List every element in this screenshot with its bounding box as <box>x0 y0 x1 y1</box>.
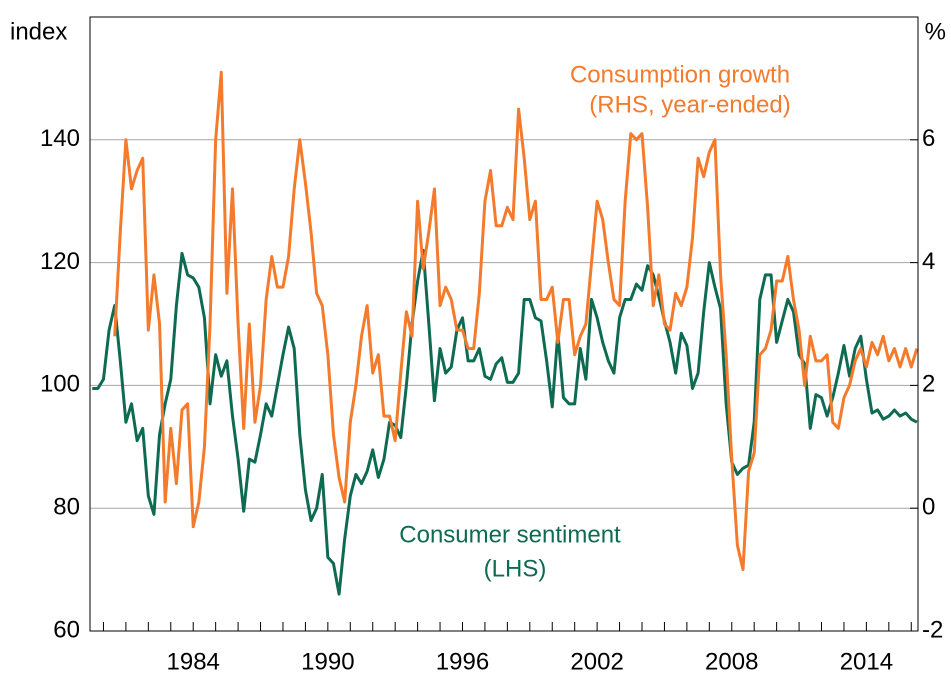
x-tick-label: 1996 <box>436 648 489 675</box>
annotation: Consumption growth <box>570 61 790 88</box>
x-tick-label: 2008 <box>705 648 758 675</box>
y-tick-label: 60 <box>53 616 80 643</box>
annotation: (LHS) <box>484 555 547 582</box>
plot-frame <box>89 16 919 632</box>
x-tick-label: 2014 <box>840 648 893 675</box>
y-tick-label: 100 <box>40 371 80 398</box>
y-axis-label: index <box>10 18 67 45</box>
y2-tick-label: 0 <box>922 494 935 521</box>
x-tick-label: 1990 <box>301 648 354 675</box>
y2-tick-label: 4 <box>922 248 935 275</box>
series-line <box>92 248 918 596</box>
y-tick-label: 140 <box>40 125 80 152</box>
y2-tick-label: 6 <box>922 125 935 152</box>
x-tick-label: 1984 <box>167 648 220 675</box>
y2-tick-label: -2 <box>922 616 943 643</box>
series-line <box>113 70 919 572</box>
y-tick-label: 80 <box>53 494 80 521</box>
annotation: (RHS, year-ended) <box>589 91 790 118</box>
y-tick-label: 120 <box>40 248 80 275</box>
y2-axis-label: % <box>925 18 946 45</box>
y2-tick-label: 2 <box>922 371 935 398</box>
annotation: Consumer sentiment <box>399 521 621 548</box>
x-tick-label: 2002 <box>570 648 623 675</box>
